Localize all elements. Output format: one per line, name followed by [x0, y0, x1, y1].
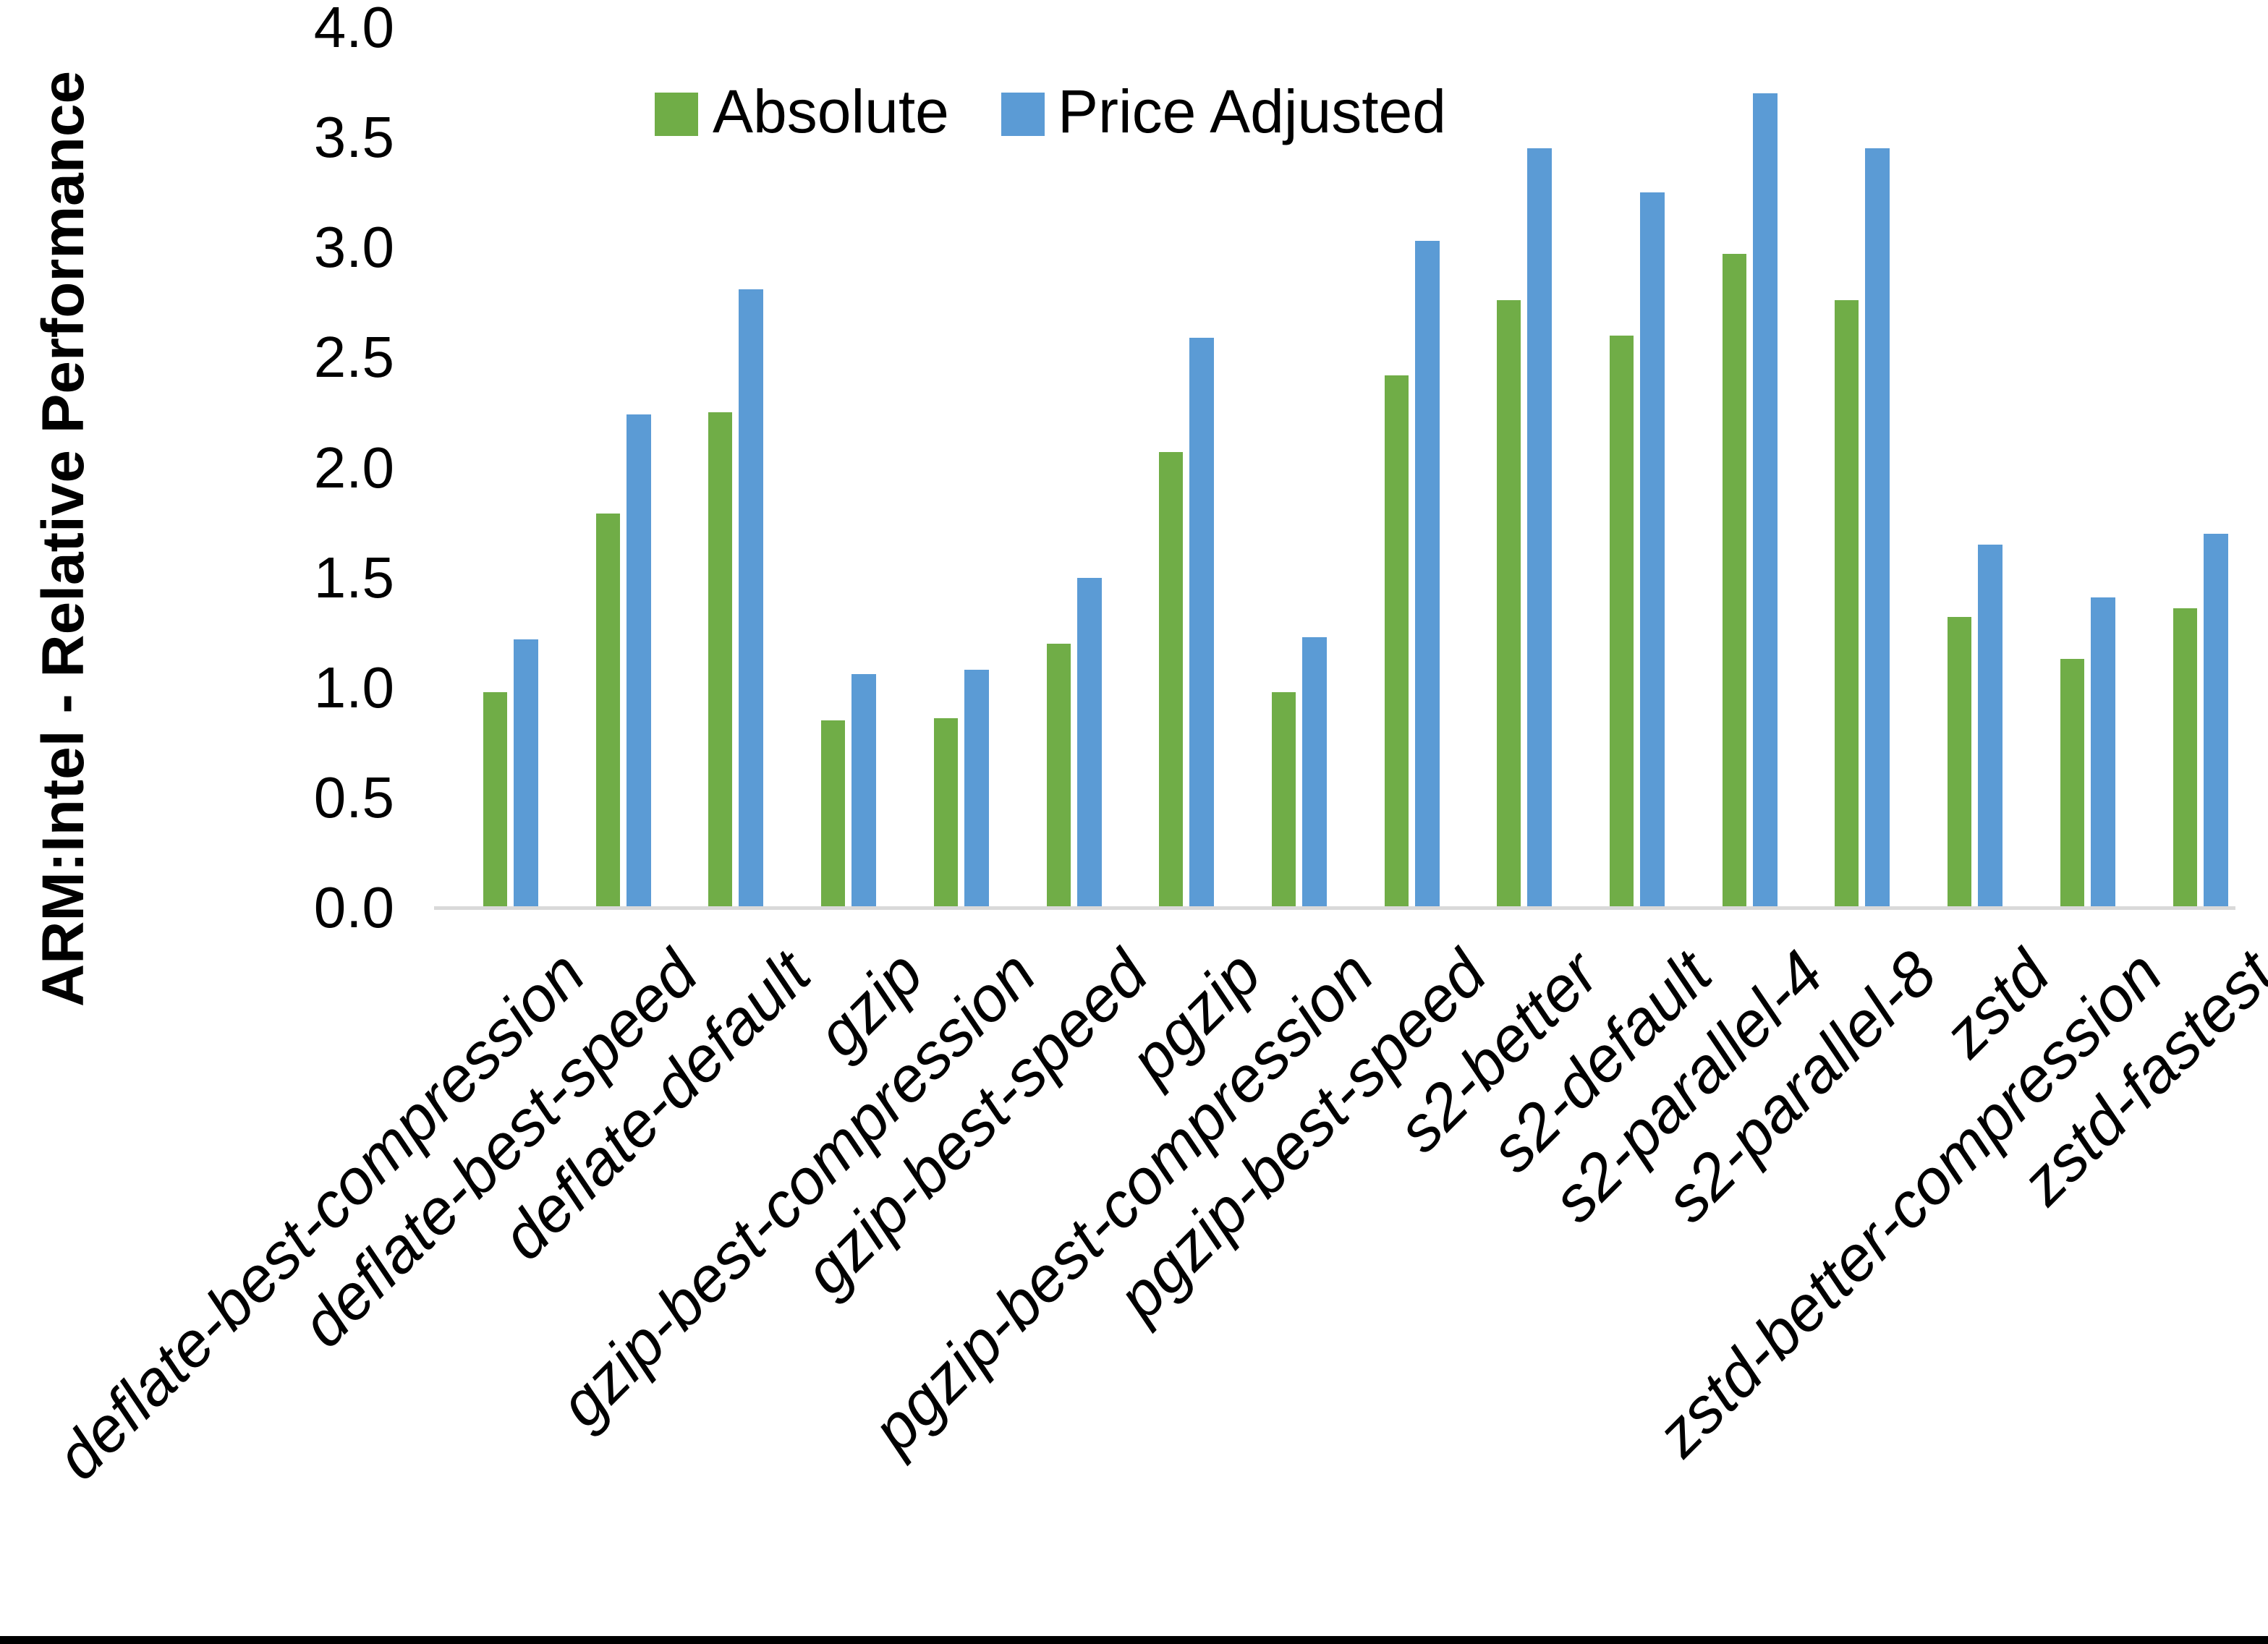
y-tick-label: 4.0 [313, 0, 394, 59]
y-tick-label: 0.0 [313, 875, 394, 940]
bar-price-adjusted [1527, 148, 1553, 908]
bar-absolute [2173, 608, 2197, 908]
bar-price-adjusted [2203, 533, 2228, 908]
y-tick-label: 3.0 [313, 215, 394, 280]
y-tick-label: 2.0 [313, 435, 394, 500]
bar-absolute [1046, 643, 1071, 908]
legend-swatch-price-adjusted [1001, 93, 1045, 136]
bar-price-adjusted [964, 670, 989, 908]
bar-absolute [2060, 659, 2084, 908]
bar-price-adjusted [514, 639, 538, 908]
bar-absolute [933, 718, 958, 908]
bar-absolute [1271, 691, 1296, 908]
bar-absolute [1497, 300, 1521, 908]
bar-absolute [1384, 375, 1409, 908]
bar-price-adjusted [1640, 192, 1665, 908]
bar-price-adjusted [1865, 148, 1890, 908]
bar-absolute [821, 720, 846, 908]
bar-absolute [1948, 617, 1972, 908]
bottom-border [0, 1636, 2268, 1644]
y-tick-label: 3.5 [313, 105, 394, 170]
y-tick-label: 2.5 [313, 325, 394, 390]
bar-price-adjusted [851, 674, 877, 908]
y-tick-label: 0.5 [313, 764, 394, 830]
bar-absolute [1159, 452, 1184, 908]
bar-price-adjusted [1978, 544, 2003, 908]
bar-price-adjusted [739, 289, 764, 908]
bar-price-adjusted [626, 414, 651, 908]
bar-price-adjusted [1301, 636, 1327, 908]
bar-absolute [1835, 300, 1859, 908]
bar-price-adjusted [1414, 241, 1440, 908]
bar-absolute [1610, 335, 1634, 908]
y-tick-label: 1.0 [313, 655, 394, 720]
bar-absolute [1722, 254, 1746, 908]
y-axis-title: ARM:Intel - Relative Performance [30, 70, 96, 1008]
bar-price-adjusted [1189, 337, 1215, 908]
bar-price-adjusted [2090, 597, 2115, 908]
bar-price-adjusted [1752, 93, 1778, 908]
y-tick-label: 1.5 [313, 545, 394, 610]
bar-absolute [708, 412, 733, 908]
legend-swatch-absolute [655, 93, 698, 136]
bar-price-adjusted [1076, 577, 1102, 908]
legend-label-absolute: Absolute [713, 77, 949, 145]
legend-label-price-adjusted: Price Adjusted [1058, 77, 1446, 145]
x-axis-line [434, 906, 2235, 910]
bar-absolute [595, 514, 620, 908]
bar-absolute [483, 691, 507, 908]
